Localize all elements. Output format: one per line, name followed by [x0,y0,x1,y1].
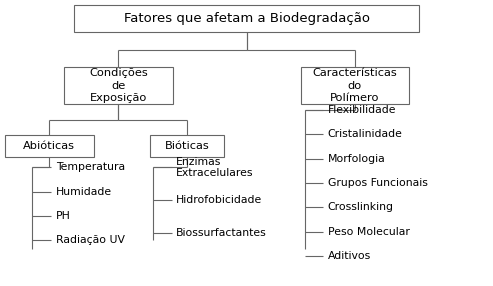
Text: Humidade: Humidade [56,187,112,196]
FancyBboxPatch shape [74,5,419,32]
Text: Peso Molecular: Peso Molecular [328,227,410,237]
Text: Abióticas: Abióticas [23,141,75,151]
Text: Flexibilidade: Flexibilidade [328,105,396,115]
FancyBboxPatch shape [64,67,173,104]
Text: Temperatura: Temperatura [56,162,125,172]
FancyBboxPatch shape [5,135,94,157]
Text: Morfologia: Morfologia [328,154,386,164]
Text: Fatores que afetam a Biodegradação: Fatores que afetam a Biodegradação [124,12,369,25]
FancyBboxPatch shape [150,135,224,157]
Text: Grupos Funcionais: Grupos Funcionais [328,178,428,188]
Text: PH: PH [56,211,70,221]
Text: Bióticas: Bióticas [165,141,210,151]
FancyBboxPatch shape [301,67,409,104]
Text: Características
do
Polímero: Características do Polímero [313,68,397,103]
Text: Aditivos: Aditivos [328,251,371,261]
Text: Hidrofobicidade: Hidrofobicidade [176,195,262,205]
Text: Crosslinking: Crosslinking [328,202,394,212]
Text: Biossurfactantes: Biossurfactantes [176,228,267,238]
Text: Radiação UV: Radiação UV [56,235,125,245]
Text: Condições
de
Exposição: Condições de Exposição [89,68,148,103]
Text: Cristalinidade: Cristalinidade [328,130,403,139]
Text: Enzimas
Extracelulares: Enzimas Extracelulares [176,156,253,178]
